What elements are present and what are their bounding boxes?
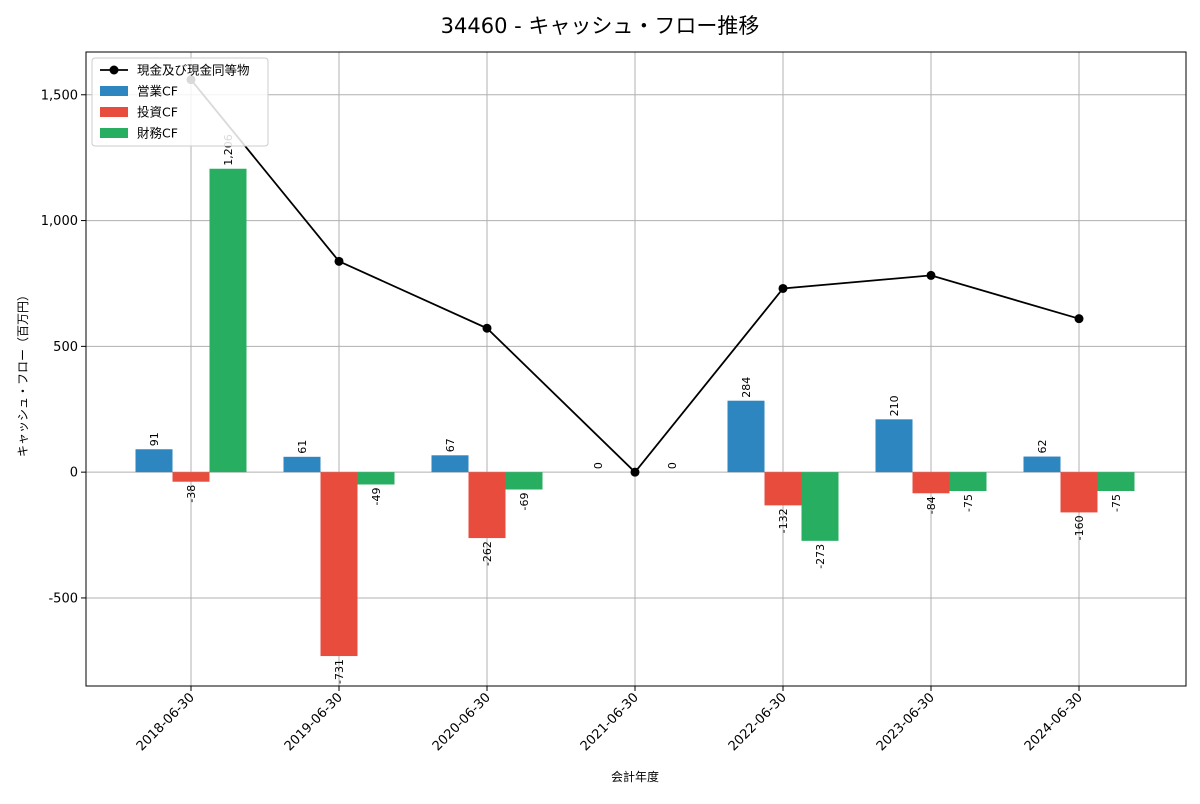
x-tick-label: 2020-06-30 — [430, 690, 494, 754]
grid-layer — [86, 52, 1186, 686]
y-tick-label: 500 — [53, 340, 78, 355]
y-axis-label: キャッシュ・フロー（百万円） — [16, 289, 30, 457]
bars-layer — [135, 168, 1135, 657]
data-label: 284 — [740, 377, 753, 398]
x-tick-label: 2021-06-30 — [578, 690, 642, 754]
bar-operating — [1023, 456, 1061, 473]
bar-financing — [357, 472, 395, 485]
cash-point — [630, 467, 640, 477]
bar-operating — [727, 400, 765, 473]
bar-operating — [135, 449, 173, 473]
bar-financing — [949, 472, 987, 492]
y-tick-label: -500 — [48, 591, 78, 606]
data-label: 62 — [1036, 440, 1049, 454]
x-tick-label: 2024-06-30 — [1022, 690, 1086, 754]
data-label: -75 — [1110, 494, 1123, 512]
legend-label: 営業CF — [137, 84, 178, 99]
bar-financing — [801, 472, 839, 541]
legend-swatch — [100, 86, 128, 96]
legend-box — [91, 57, 269, 147]
cash-point — [1074, 314, 1084, 324]
y-tick-label: 1,500 — [41, 88, 78, 103]
legend-label: 投資CF — [137, 105, 178, 120]
legend-marker — [109, 65, 119, 75]
chart-title: 34460 - キャッシュ・フロー推移 — [441, 14, 760, 38]
data-label: 91 — [148, 432, 161, 446]
data-label: -132 — [777, 508, 790, 533]
bar-investing — [764, 472, 802, 506]
y-tick-label: 1,000 — [41, 214, 78, 229]
x-tick-label: 2019-06-30 — [282, 690, 346, 754]
cash-point — [482, 323, 492, 333]
data-label: 0 — [592, 462, 605, 469]
bar-investing — [172, 472, 210, 482]
bar-investing — [320, 472, 358, 657]
legend-swatch — [100, 107, 128, 117]
data-label: -160 — [1073, 515, 1086, 540]
legend-label: 財務CF — [137, 126, 178, 141]
bar-investing — [468, 472, 506, 539]
data-label: -69 — [518, 493, 531, 511]
data-label: 61 — [296, 440, 309, 454]
x-axis-label: 会計年度 — [611, 769, 659, 784]
plot-frame — [85, 51, 1187, 687]
data-label: 67 — [444, 438, 457, 452]
x-tick-label: 2022-06-30 — [726, 690, 790, 754]
bar-operating — [875, 419, 913, 473]
x-tick-label: 2023-06-30 — [874, 690, 938, 754]
data-label: -262 — [481, 541, 494, 566]
data-label: -75 — [962, 494, 975, 512]
bar-investing — [912, 472, 950, 494]
data-label: 0 — [666, 462, 679, 469]
cash-point — [926, 270, 936, 280]
bar-investing — [1060, 472, 1098, 513]
x-tick-label: 2018-06-30 — [134, 690, 198, 754]
bar-financing — [505, 472, 543, 490]
cash-line-layer — [186, 75, 1084, 477]
legend-label: 現金及び現金同等物 — [137, 63, 250, 78]
bar-operating — [283, 456, 321, 473]
data-label: 210 — [888, 395, 901, 416]
bar-financing — [1097, 472, 1135, 492]
cash-point — [778, 283, 788, 293]
data-label: -49 — [370, 487, 383, 505]
cash-point — [334, 256, 344, 266]
data-label: -731 — [333, 659, 346, 684]
legend-swatch — [100, 128, 128, 138]
data-label: -84 — [925, 496, 938, 514]
bar-operating — [431, 455, 469, 473]
y-tick-label: 0 — [70, 466, 78, 481]
data-label: -273 — [814, 544, 827, 569]
data-label: -38 — [185, 485, 198, 503]
bar-financing — [209, 168, 247, 473]
